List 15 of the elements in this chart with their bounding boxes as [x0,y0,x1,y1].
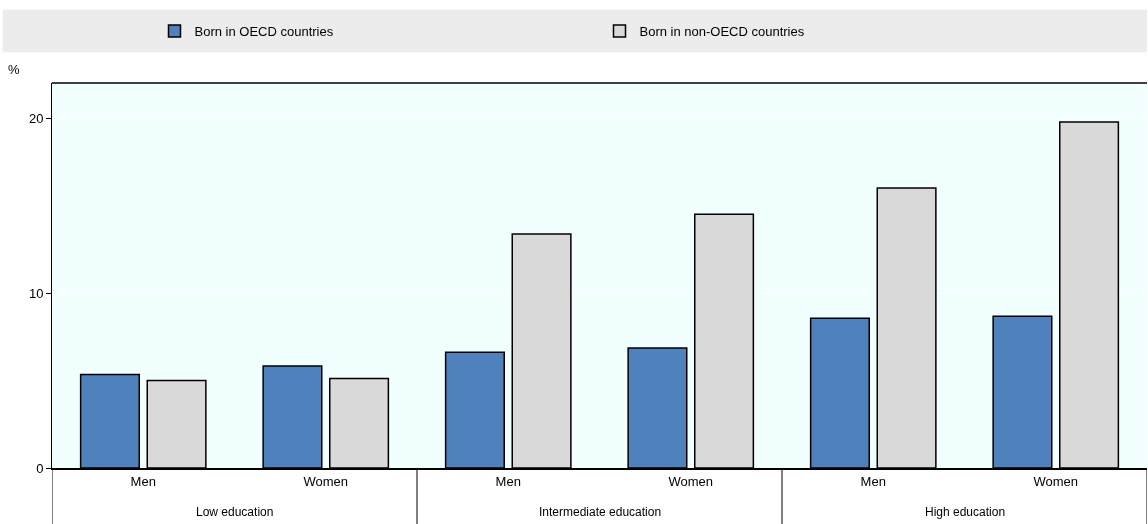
x-tick-label: Women [303,473,349,489]
x-tick-label: Men [495,473,521,489]
x-tick-label: Women [668,473,714,489]
x-tick-label: Women [1033,473,1079,489]
x-tick-label: Men [130,473,156,489]
legend-label: Born in OECD countries [194,24,334,40]
text: Intermediate education [539,505,662,519]
text: Low education [196,505,274,519]
y-axis-title: % [8,62,20,77]
text: High education [925,505,1006,519]
y-tick-label: 10 [28,285,44,301]
legend-label: Born in non-OECD countries [639,24,805,40]
y-tick-label: 0 [36,460,44,476]
x-tick-label: Men [860,473,886,489]
y-tick-label: 20 [28,110,44,126]
